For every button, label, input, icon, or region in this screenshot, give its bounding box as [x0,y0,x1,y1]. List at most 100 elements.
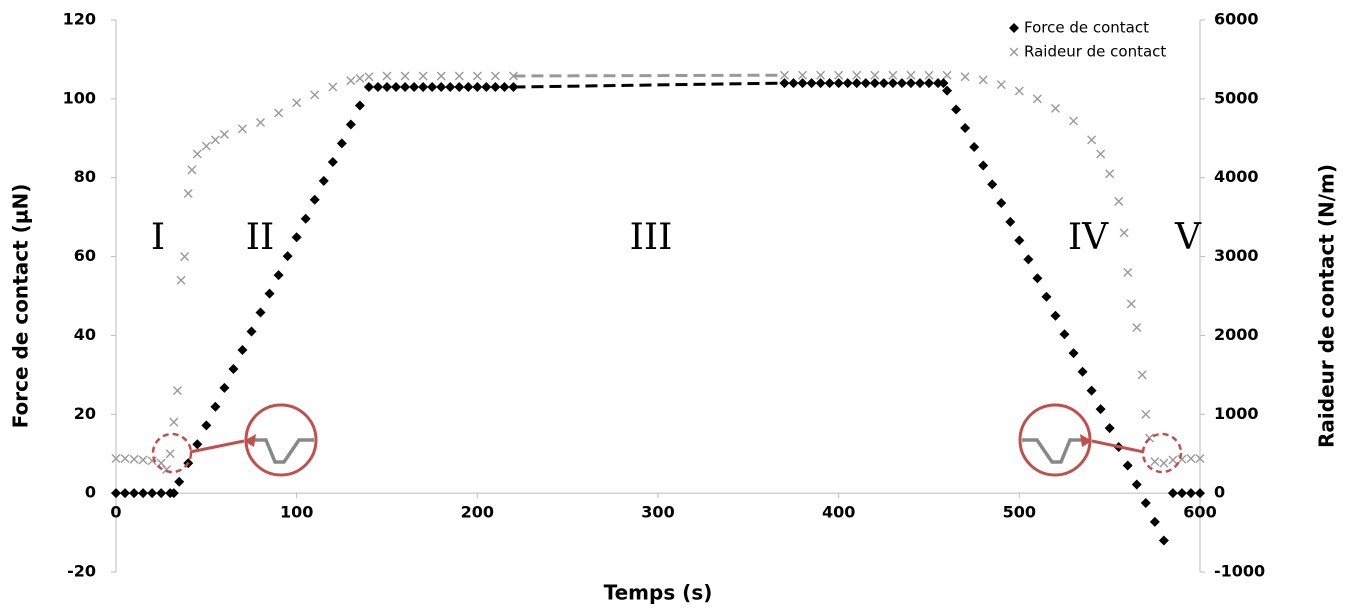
point [138,455,148,465]
point [172,386,182,396]
y-tick-label: 40 [74,325,96,344]
point [860,78,871,89]
point [1140,498,1151,508]
y2-tick-label: 5000 [1214,88,1259,107]
point [914,78,925,89]
point [318,175,329,186]
point [237,345,248,356]
y2-tick-label: 1000 [1214,404,1259,423]
point [788,78,799,89]
point [327,156,338,167]
point [996,197,1007,208]
point [1009,23,1019,33]
point [210,135,220,145]
point [363,82,374,93]
point [806,78,817,89]
point [400,82,411,93]
point [176,275,186,285]
point [1032,94,1042,104]
point [869,78,880,89]
point [1077,366,1088,377]
point [228,363,239,374]
point [978,160,989,171]
y-tick-label: 120 [63,10,96,29]
point [219,129,229,139]
x-tick-label: 0 [110,503,121,522]
phase-label: V [1174,217,1202,258]
point [168,488,179,499]
point [798,70,808,80]
zoom-arrow [1091,439,1145,454]
y2-tick-label: 3000 [1214,246,1259,265]
point [1086,385,1097,396]
point [870,70,880,80]
point [1059,329,1070,340]
point [490,82,501,93]
point [1050,310,1061,321]
legend-label: Raideur de contact [1024,43,1166,61]
point [842,78,853,89]
point [1195,488,1205,499]
point [436,71,446,81]
point [187,165,197,175]
point [1095,404,1106,415]
point [938,78,949,89]
point [833,78,844,89]
point [1177,454,1187,464]
zoom-curve [248,438,314,464]
point [1167,488,1178,499]
point [201,141,211,151]
phase-label: IV [1068,217,1109,258]
point [1050,103,1060,113]
point [1176,488,1187,499]
point [418,82,429,93]
point [1096,149,1106,159]
point [427,82,438,93]
point [1168,455,1178,465]
zoom-arrowhead [244,434,256,447]
point [987,179,998,190]
point [779,70,789,80]
point [246,326,257,337]
y-tick-label: -20 [67,562,96,581]
x-tick-label: 600 [1183,503,1216,522]
point [210,401,221,412]
y2-tick-label: 6000 [1214,10,1259,29]
point [354,100,365,111]
point [942,70,952,80]
point [1032,273,1043,284]
point [382,82,392,93]
point [779,78,790,89]
phase-label: I [151,217,165,258]
x-tick-label: 300 [641,503,674,522]
y-tick-label: 0 [85,483,96,502]
point [292,98,302,108]
point [355,73,365,83]
phase-label: III [630,217,673,258]
point [1105,169,1115,179]
zoom-arrowhead [1080,434,1092,447]
point [273,270,284,281]
phase-label: II [246,217,274,258]
point [309,194,320,205]
y-tick-label: 60 [74,246,96,265]
point [824,78,835,89]
point [1141,409,1151,419]
point [463,82,474,93]
point [138,488,149,499]
point [1195,453,1205,463]
point [1149,516,1160,527]
point [147,488,158,499]
point [1132,323,1142,333]
y-tick-label: 80 [74,167,96,186]
x-tick-label: 400 [822,503,855,522]
point [219,382,230,393]
point [382,71,392,81]
point [336,138,347,149]
point [1009,47,1019,57]
point [1123,267,1133,277]
x-tick-label: 500 [1003,503,1036,522]
point [169,417,179,427]
x-tick-label: 100 [280,503,313,522]
